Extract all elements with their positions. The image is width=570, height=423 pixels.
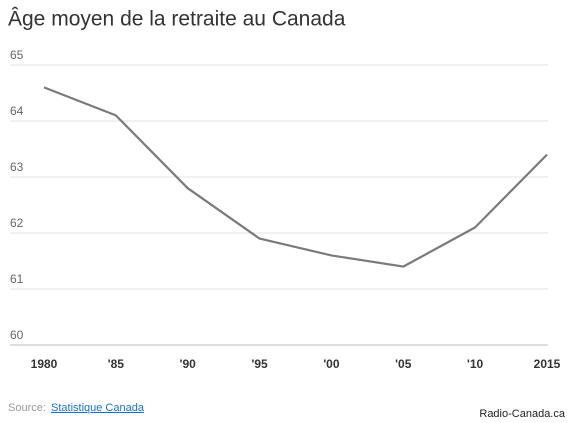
x-tick-label: 2015 <box>534 357 561 371</box>
y-tick-label: 61 <box>10 272 24 286</box>
source-label: Source: <box>8 402 46 414</box>
y-tick-label: 65 <box>10 48 24 62</box>
x-tick-label: '95 <box>251 357 268 371</box>
x-tick-label: '00 <box>323 357 340 371</box>
chart-title: Âge moyen de la retraite au Canada <box>8 8 346 31</box>
credit: Radio-Canada.ca <box>479 408 565 420</box>
y-tick-label: 63 <box>10 160 24 174</box>
x-tick-label: 1980 <box>31 357 58 371</box>
y-tick-label: 60 <box>10 328 24 342</box>
y-tick-label: 64 <box>10 104 24 118</box>
x-tick-label: '90 <box>180 357 197 371</box>
y-tick-label: 62 <box>10 216 24 230</box>
line <box>43 86 548 268</box>
source-link[interactable]: Statistique Canada <box>51 402 145 414</box>
x-tick-label: '85 <box>108 357 125 371</box>
x-tick-label: '05 <box>395 357 412 371</box>
x-tick-label: '10 <box>467 357 484 371</box>
